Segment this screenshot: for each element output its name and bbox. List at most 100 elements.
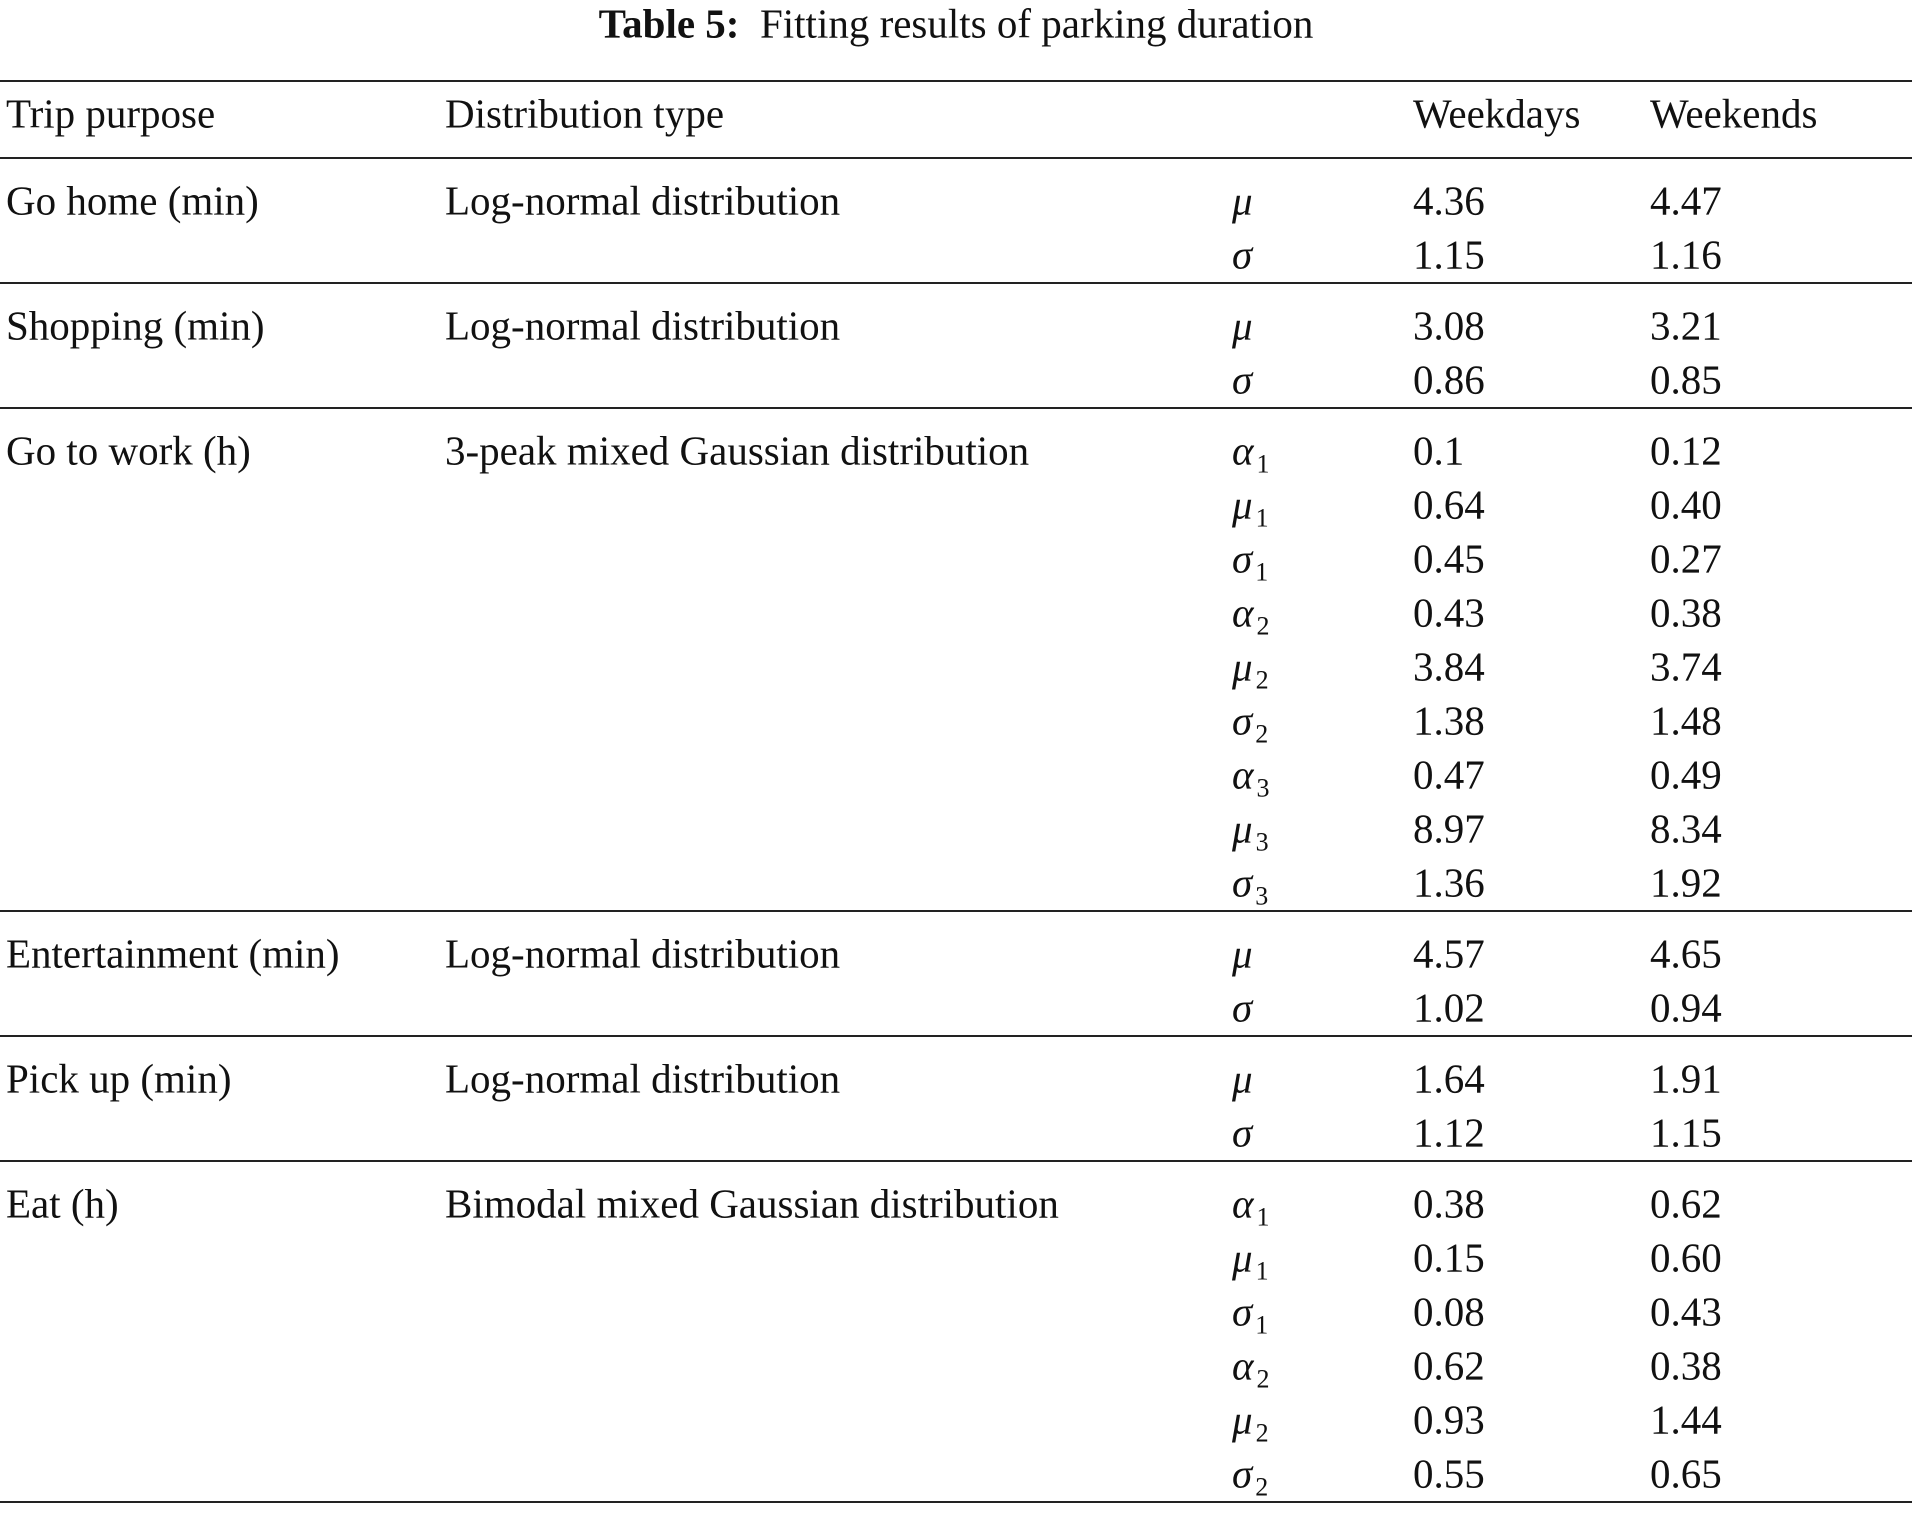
parameter-subscript: 2 <box>1256 1364 1270 1394</box>
parameter-symbol: μ <box>1232 1234 1253 1281</box>
caption: Table 5: Fitting results of parking dura… <box>0 0 1912 47</box>
parameter-subscript: 3 <box>1255 881 1269 911</box>
parameter-subscript: 1 <box>1255 557 1269 587</box>
weekdays-value: 0.15 <box>1413 1234 1485 1281</box>
parameter-symbol: α <box>1232 589 1254 636</box>
weekdays-value: 0.47 <box>1413 751 1485 798</box>
parameter: σ <box>1232 356 1253 403</box>
weekdays-value: 3.08 <box>1413 302 1485 349</box>
weekends-value: 0.49 <box>1650 751 1722 798</box>
parameter-subscript: 3 <box>1255 827 1269 857</box>
weekends-value: 0.94 <box>1650 984 1722 1031</box>
trip-purpose: Go home (min) <box>6 177 259 224</box>
weekdays-value: 4.57 <box>1413 930 1485 977</box>
weekends-value: 1.16 <box>1650 231 1722 278</box>
weekends-value: 0.27 <box>1650 535 1722 582</box>
parameter-symbol: σ <box>1232 697 1253 744</box>
weekends-value: 0.38 <box>1650 589 1722 636</box>
weekdays-value: 1.12 <box>1413 1109 1485 1156</box>
parameter-symbol: μ <box>1232 302 1253 349</box>
parameter-subscript: 2 <box>1256 611 1270 641</box>
parameter-subscript: 3 <box>1256 773 1270 803</box>
distribution-type: Log-normal distribution <box>445 302 841 349</box>
parameter-symbol: α <box>1232 751 1254 798</box>
weekends-value: 4.47 <box>1650 177 1722 224</box>
weekends-value: 0.43 <box>1650 1288 1722 1335</box>
weekdays-value: 0.62 <box>1413 1342 1485 1389</box>
weekends-value: 1.15 <box>1650 1109 1722 1156</box>
trip-purpose: Pick up (min) <box>6 1055 232 1102</box>
parameter-symbol: σ <box>1232 535 1253 582</box>
rule <box>0 157 1912 159</box>
rule <box>0 910 1912 912</box>
parameter-subscript: 1 <box>1256 1202 1270 1232</box>
weekdays-value: 0.08 <box>1413 1288 1485 1335</box>
rule <box>0 1501 1912 1503</box>
weekends-value: 0.38 <box>1650 1342 1722 1389</box>
weekdays-value: 0.93 <box>1413 1396 1485 1443</box>
parameter: μ <box>1232 180 1253 222</box>
parameter-symbol: α <box>1232 1180 1254 1227</box>
weekdays-value: 0.86 <box>1413 356 1485 403</box>
parameter: σ <box>1232 231 1253 278</box>
parameter-subscript: 1 <box>1255 1256 1269 1286</box>
distribution-type: Log-normal distribution <box>445 177 841 224</box>
parameter-symbol: σ <box>1232 1288 1253 1335</box>
weekdays-value: 0.1 <box>1413 427 1465 474</box>
parameter-subscript: 1 <box>1255 1310 1269 1340</box>
weekdays-value: 0.45 <box>1413 535 1485 582</box>
rule <box>0 407 1912 409</box>
parameter-symbol: α <box>1232 427 1254 474</box>
parameter-symbol: σ <box>1232 356 1253 403</box>
weekends-value: 1.91 <box>1650 1055 1722 1102</box>
weekends-value: 8.34 <box>1650 805 1722 852</box>
parameter-subscript: 1 <box>1255 503 1269 533</box>
parameter-symbol: σ <box>1232 231 1253 278</box>
weekdays-value: 1.64 <box>1413 1055 1485 1102</box>
rule <box>0 80 1912 82</box>
weekends-value: 1.44 <box>1650 1396 1722 1443</box>
column-header: Distribution type <box>445 90 725 137</box>
weekends-value: 0.40 <box>1650 481 1722 528</box>
distribution-type: 3-peak mixed Gaussian distribution <box>445 427 1030 474</box>
weekends-value: 4.65 <box>1650 930 1722 977</box>
parameter-symbol: σ <box>1232 859 1253 906</box>
distribution-type: Log-normal distribution <box>445 1055 841 1102</box>
column-header: Trip purpose <box>6 90 216 137</box>
weekdays-value: 1.15 <box>1413 231 1485 278</box>
parameter-subscript: 1 <box>1256 449 1270 479</box>
parameter-symbol: μ <box>1232 643 1253 690</box>
weekdays-value: 1.36 <box>1413 859 1485 906</box>
weekdays-value: 0.55 <box>1413 1450 1485 1497</box>
rule <box>0 1035 1912 1037</box>
parameter-symbol: σ <box>1232 1109 1253 1156</box>
distribution-type: Bimodal mixed Gaussian distribution <box>445 1180 1059 1227</box>
parameter-symbol: μ <box>1232 805 1253 852</box>
column-header: Weekends <box>1650 90 1818 137</box>
weekdays-value: 0.43 <box>1413 589 1485 636</box>
weekdays-value: 4.36 <box>1413 177 1485 224</box>
weekdays-value: 0.64 <box>1413 481 1485 528</box>
parameter-subscript: 2 <box>1255 1418 1269 1448</box>
parameter-symbol: α <box>1232 1342 1254 1389</box>
column-header: Weekdays <box>1413 90 1581 137</box>
weekdays-value: 3.84 <box>1413 643 1485 690</box>
weekdays-value: 8.97 <box>1413 805 1485 852</box>
parameter: σ <box>1232 1109 1253 1156</box>
parameter-symbol: σ <box>1232 1450 1253 1497</box>
parameter-subscript: 2 <box>1255 665 1269 695</box>
parameter-subscript: 2 <box>1255 719 1269 749</box>
caption-text: Fitting results of parking duration <box>759 0 1314 47</box>
weekends-value: 3.74 <box>1650 643 1722 690</box>
weekends-value: 0.85 <box>1650 356 1722 403</box>
